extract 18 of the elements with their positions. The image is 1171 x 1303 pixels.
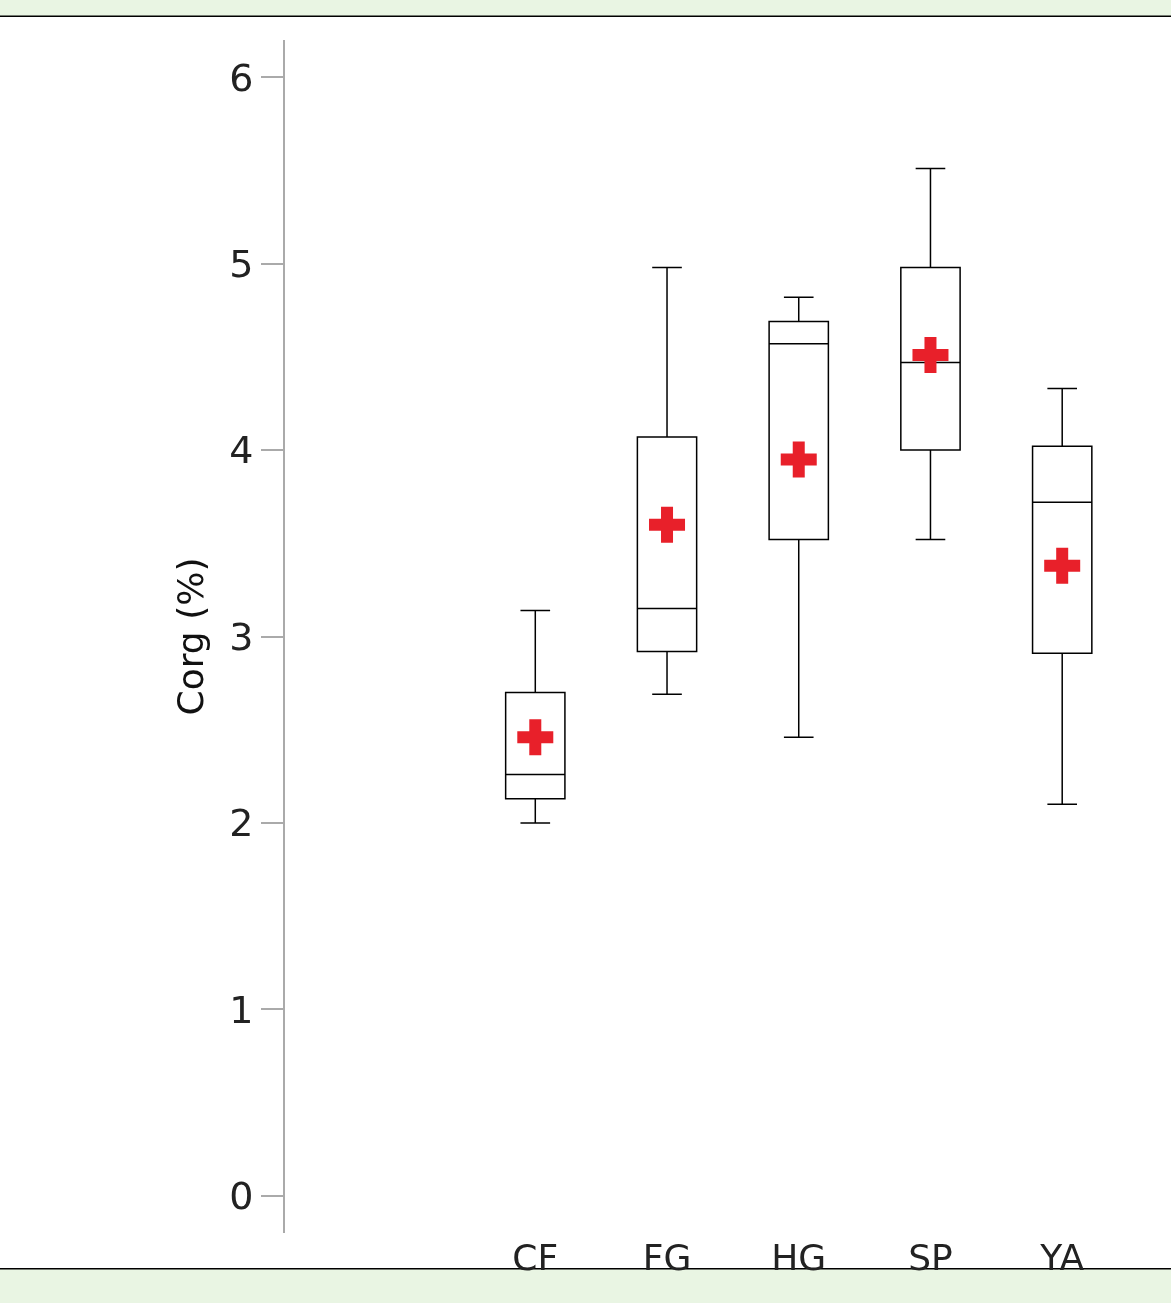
point bbox=[649, 506, 686, 543]
x-tick-label: YA bbox=[1039, 1237, 1085, 1278]
point bbox=[780, 441, 817, 478]
y-axis-title: Corg (%) bbox=[169, 557, 211, 716]
y-tick-label: 5 bbox=[229, 241, 254, 286]
x-tick-label: SP bbox=[908, 1237, 953, 1278]
x-tick-label: FG bbox=[642, 1237, 692, 1278]
y-tick-label: 3 bbox=[229, 614, 254, 659]
y-tick-label: 4 bbox=[229, 428, 254, 473]
y-tick-label: 0 bbox=[229, 1174, 254, 1219]
x-tick-label: HG bbox=[771, 1237, 827, 1278]
y-tick-label: 6 bbox=[229, 55, 254, 100]
y-tick-label: 1 bbox=[229, 987, 254, 1032]
y-tick-label: 2 bbox=[229, 801, 254, 846]
x-tick-label: CF bbox=[512, 1237, 559, 1278]
point bbox=[517, 719, 554, 756]
point bbox=[1044, 547, 1081, 584]
point bbox=[912, 337, 949, 374]
